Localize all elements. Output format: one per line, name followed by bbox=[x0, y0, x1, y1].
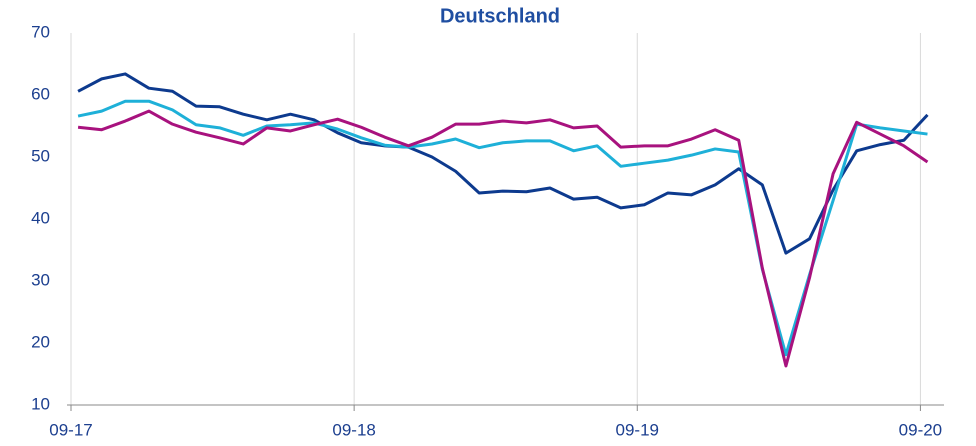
x-tick-label: 09-17 bbox=[49, 420, 92, 439]
y-tick-label: 50 bbox=[31, 146, 50, 165]
y-tick-label: 30 bbox=[31, 270, 50, 289]
x-tick-label: 09-20 bbox=[899, 420, 942, 439]
y-tick-label: 20 bbox=[31, 332, 50, 351]
y-tick-label: 10 bbox=[31, 394, 50, 413]
y-tick-label: 70 bbox=[31, 22, 50, 41]
y-tick-label: 40 bbox=[31, 208, 50, 227]
y-tick-label: 60 bbox=[31, 84, 50, 103]
line-series bbox=[77, 99, 928, 357]
x-tick-label: 09-18 bbox=[332, 420, 375, 439]
line-series bbox=[77, 72, 929, 255]
line-series bbox=[77, 109, 929, 368]
x-tick-label: 09-19 bbox=[616, 420, 659, 439]
chart-title: Deutschland bbox=[440, 5, 560, 27]
